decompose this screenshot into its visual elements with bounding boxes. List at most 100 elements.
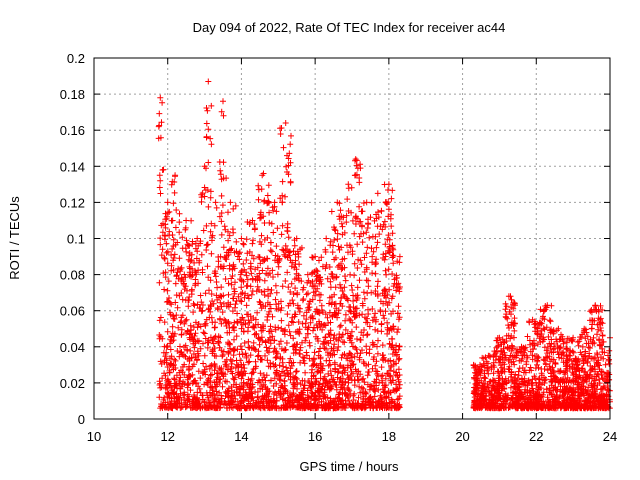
data-point — [231, 347, 238, 354]
data-point — [365, 306, 371, 313]
data-point — [231, 265, 238, 272]
data-point — [180, 278, 187, 285]
data-point — [274, 225, 281, 232]
data-point — [290, 300, 297, 307]
data-point-peak — [183, 217, 190, 224]
data-point — [182, 224, 189, 231]
data-point — [166, 208, 173, 215]
data-point — [257, 399, 264, 406]
data-point — [255, 182, 262, 189]
data-point — [261, 288, 268, 295]
data-point — [241, 365, 248, 372]
data-point — [382, 375, 389, 382]
data-point — [308, 393, 315, 400]
data-point — [156, 122, 163, 129]
data-point — [271, 363, 278, 370]
data-point — [300, 385, 307, 392]
data-point — [273, 208, 280, 215]
data-point — [258, 289, 265, 295]
data-point — [157, 314, 164, 321]
data-point — [200, 227, 207, 234]
data-point — [569, 369, 576, 376]
data-point — [333, 274, 340, 281]
data-point — [234, 253, 241, 260]
data-point — [235, 293, 242, 300]
data-point — [353, 157, 360, 164]
data-point — [176, 255, 183, 262]
data-point — [379, 342, 386, 349]
data-point — [245, 359, 252, 366]
data-point — [331, 332, 338, 339]
data-point — [300, 296, 307, 302]
data-point — [384, 404, 391, 410]
data-point — [201, 352, 208, 359]
data-point — [360, 393, 367, 400]
data-point — [332, 227, 339, 234]
data-point — [535, 354, 542, 361]
data-point — [396, 355, 403, 362]
data-point — [290, 373, 296, 380]
data-point — [201, 330, 208, 337]
data-point — [240, 361, 247, 368]
data-point — [302, 396, 309, 403]
data-point — [168, 301, 175, 308]
data-point — [218, 210, 225, 216]
data-point — [169, 313, 176, 320]
data-point — [162, 353, 169, 360]
data-point — [190, 324, 197, 330]
data-point — [241, 266, 248, 273]
data-point — [224, 329, 231, 336]
data-point — [238, 346, 245, 353]
data-point — [196, 259, 203, 266]
data-point — [388, 195, 395, 202]
data-point — [189, 380, 196, 387]
x-tick-label: 22 — [529, 429, 543, 444]
data-point — [284, 228, 291, 235]
data-point — [333, 273, 340, 280]
data-point — [324, 275, 331, 282]
data-point — [279, 178, 286, 185]
data-point — [384, 370, 391, 377]
data-point — [394, 310, 401, 317]
data-point — [319, 326, 326, 333]
data-point — [156, 279, 163, 286]
y-tick-label: 0.14 — [60, 159, 85, 174]
data-point — [205, 159, 212, 166]
data-point — [220, 265, 227, 272]
data-point — [244, 282, 251, 289]
data-point — [224, 405, 231, 412]
data-point-peak — [385, 181, 392, 188]
data-point — [256, 238, 263, 245]
data-point — [330, 376, 337, 383]
data-point — [230, 205, 237, 212]
data-point — [272, 324, 279, 331]
data-point — [337, 375, 344, 382]
data-point — [273, 397, 280, 404]
data-point — [348, 368, 355, 375]
data-point — [260, 213, 267, 220]
data-point — [171, 400, 178, 407]
data-point — [184, 382, 191, 389]
data-point — [368, 289, 375, 296]
data-point — [262, 338, 269, 345]
data-point — [376, 398, 383, 405]
data-point — [350, 304, 357, 311]
data-point — [161, 232, 168, 239]
data-point — [269, 313, 276, 320]
data-point — [171, 189, 178, 196]
data-point — [331, 226, 338, 233]
data-point — [240, 379, 247, 386]
data-point — [271, 375, 278, 382]
data-point — [325, 330, 332, 337]
data-point — [328, 270, 335, 277]
data-point — [161, 286, 168, 293]
data-point — [167, 299, 173, 306]
data-point — [372, 270, 379, 277]
data-point — [227, 365, 234, 372]
data-point — [372, 233, 379, 240]
data-point — [196, 385, 203, 392]
data-point — [389, 351, 396, 357]
data-point — [157, 384, 164, 391]
y-tick-label: 0.2 — [67, 51, 85, 66]
data-point — [222, 317, 229, 324]
